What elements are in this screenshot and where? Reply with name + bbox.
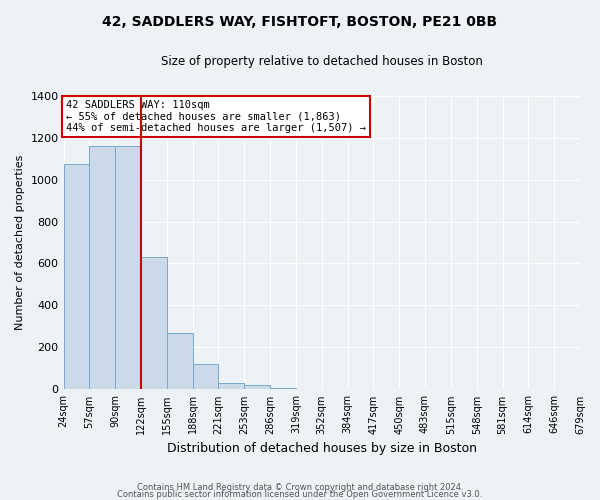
Bar <box>115 146 141 390</box>
Bar <box>64 164 89 390</box>
Bar <box>89 146 115 390</box>
Bar <box>167 333 193 390</box>
Text: 42, SADDLERS WAY, FISHTOFT, BOSTON, PE21 0BB: 42, SADDLERS WAY, FISHTOFT, BOSTON, PE21… <box>103 15 497 29</box>
Bar <box>244 385 270 390</box>
Title: Size of property relative to detached houses in Boston: Size of property relative to detached ho… <box>161 55 483 68</box>
Y-axis label: Number of detached properties: Number of detached properties <box>15 155 25 330</box>
X-axis label: Distribution of detached houses by size in Boston: Distribution of detached houses by size … <box>167 442 477 455</box>
Text: 42 SADDLERS WAY: 110sqm
← 55% of detached houses are smaller (1,863)
44% of semi: 42 SADDLERS WAY: 110sqm ← 55% of detache… <box>66 100 366 133</box>
Text: Contains public sector information licensed under the Open Government Licence v3: Contains public sector information licen… <box>118 490 482 499</box>
Bar <box>141 257 167 390</box>
Bar <box>193 364 218 390</box>
Text: Contains HM Land Registry data © Crown copyright and database right 2024.: Contains HM Land Registry data © Crown c… <box>137 484 463 492</box>
Bar <box>270 388 296 390</box>
Bar <box>218 383 244 390</box>
